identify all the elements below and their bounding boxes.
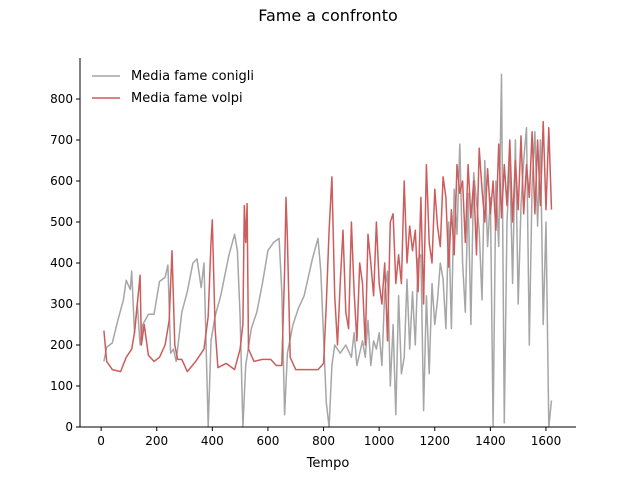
y-tick-label: 100 <box>50 379 73 393</box>
y-tick-label: 0 <box>65 420 73 434</box>
y-tick-label: 300 <box>50 297 73 311</box>
legend-label: Media fame conigli <box>131 69 254 84</box>
line-series <box>103 73 553 428</box>
y-tick-label: 200 <box>50 338 73 352</box>
x-tick-label: 400 <box>201 434 224 448</box>
x-tick-label: 1600 <box>531 434 562 448</box>
y-tick-label: 800 <box>50 92 73 106</box>
legend-label: Media fame volpi <box>131 91 243 106</box>
x-tick-label: 1200 <box>419 434 450 448</box>
x-tick-label: 0 <box>97 434 105 448</box>
y-tick-label: 700 <box>50 133 73 147</box>
x-tick-label: 200 <box>145 434 168 448</box>
x-axis-label: Tempo <box>306 456 350 471</box>
line-series <box>103 120 553 373</box>
y-tick-label: 400 <box>50 256 73 270</box>
x-tick-label: 800 <box>312 434 335 448</box>
chart-title: Fame a confronto <box>258 6 398 25</box>
x-tick-label: 1400 <box>475 434 506 448</box>
x-tick-label: 600 <box>256 434 279 448</box>
x-tick-label: 1000 <box>364 434 395 448</box>
y-tick-label: 600 <box>50 174 73 188</box>
y-tick-label: 500 <box>50 215 73 229</box>
